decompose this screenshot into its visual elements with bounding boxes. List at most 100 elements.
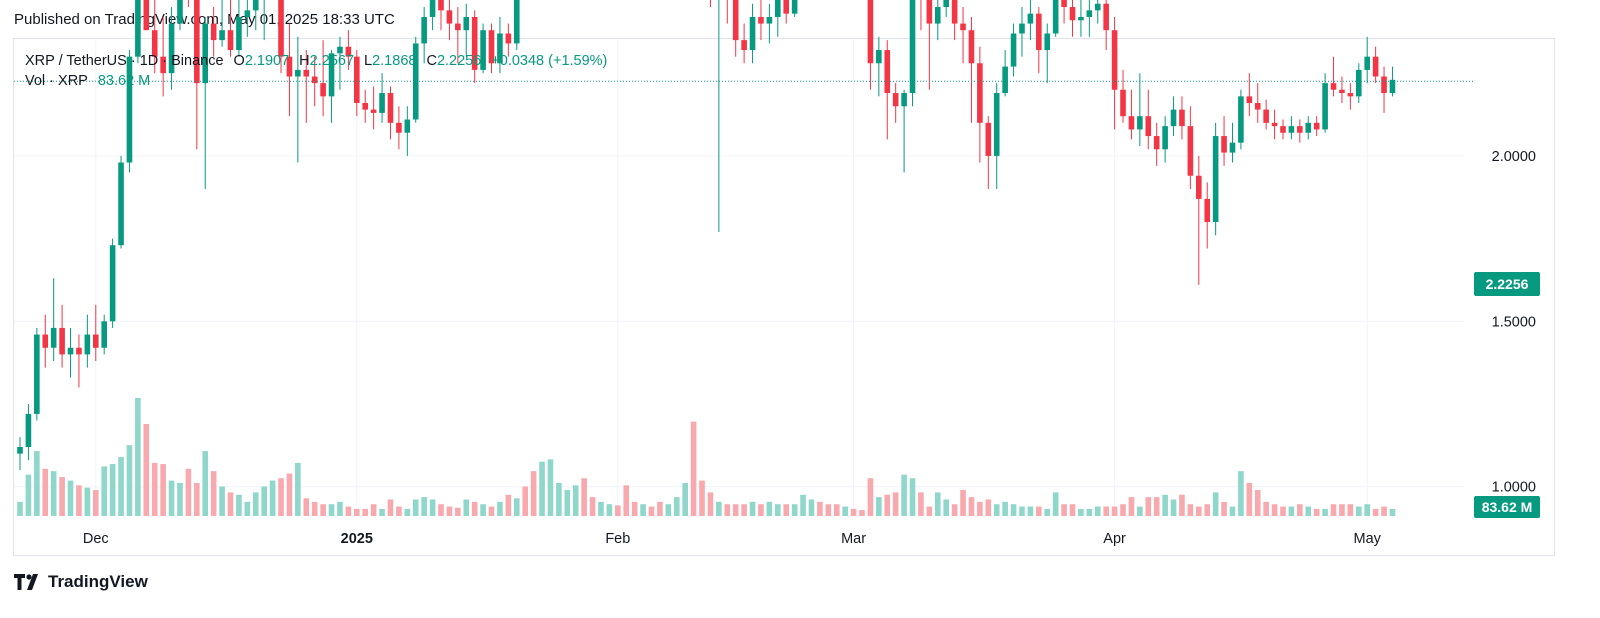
volume-bar	[833, 504, 840, 516]
volume-bar	[219, 486, 225, 516]
candle-body	[1078, 16, 1084, 21]
volume-bar	[892, 492, 899, 516]
candle-body	[311, 76, 318, 84]
candle-body	[1322, 83, 1328, 130]
volume-bar	[1364, 504, 1370, 516]
volume-bar	[269, 480, 276, 516]
candle-body	[1254, 102, 1261, 110]
candle-body	[1229, 142, 1236, 153]
volume-bar	[76, 485, 82, 516]
candle-body	[17, 447, 23, 454]
legend-symbol[interactable]: XRP / TetherUS · 1D · Binance	[25, 53, 224, 69]
candle-body	[59, 327, 65, 355]
legend-volume-label[interactable]: Vol · XRP	[25, 73, 88, 89]
candle-body	[362, 102, 369, 110]
volume-bar	[1111, 506, 1118, 516]
candle-body	[252, 0, 259, 11]
candle-body	[1212, 136, 1219, 223]
volume-bar	[631, 501, 638, 516]
volume-bar	[261, 486, 267, 516]
volume-bar	[1137, 506, 1143, 516]
tradingview-logo[interactable]: TradingView	[14, 572, 148, 592]
volume-bar	[1103, 506, 1109, 516]
volume-bar	[429, 499, 436, 516]
volume-bar	[387, 499, 394, 516]
volume-bar	[1187, 504, 1194, 516]
candle-body	[168, 23, 175, 74]
candle-body	[783, 0, 790, 14]
candle-body	[1271, 122, 1278, 127]
volume-bar	[328, 504, 335, 516]
candle-body	[1128, 116, 1135, 130]
chart-frame	[13, 38, 1555, 556]
y-tick-label: 1.0000	[1492, 480, 1536, 496]
volume-bar	[143, 423, 150, 516]
candle-body	[1196, 175, 1202, 199]
tradingview-logo-text: TradingView	[48, 572, 148, 591]
volume-bar	[505, 494, 512, 516]
candle-body	[92, 334, 99, 348]
volume-bar	[530, 471, 537, 516]
candle-body	[1330, 83, 1337, 90]
volume-bar	[1128, 497, 1135, 516]
volume-bar	[446, 506, 453, 516]
volume-bar	[1238, 471, 1244, 516]
legend-volume-value: 83.62 M	[97, 73, 151, 89]
candle-body	[934, 7, 941, 24]
volume-bar	[1094, 506, 1101, 516]
volume-bar	[1347, 504, 1354, 516]
volume-bar	[1078, 508, 1084, 516]
candle-body	[421, 16, 427, 44]
volume-bar	[1204, 504, 1211, 516]
volume-bar	[867, 478, 874, 516]
candle-body	[1305, 122, 1312, 133]
candle-body	[1061, 0, 1067, 8]
volume-bar	[1044, 508, 1051, 516]
volume-bar	[606, 504, 613, 516]
candle-body	[42, 334, 49, 348]
candle-body	[766, 16, 773, 24]
volume-bar	[471, 501, 478, 516]
volume-bar	[379, 508, 385, 516]
volume-bar	[67, 480, 74, 516]
candle-body	[219, 30, 225, 41]
candle-body	[791, 0, 798, 14]
candle-body	[867, 0, 874, 64]
volume-bar	[615, 505, 621, 516]
volume-bar	[741, 504, 747, 516]
candle-body	[236, 16, 242, 51]
volume-bar	[572, 485, 579, 516]
candle-body	[943, 0, 949, 8]
candle-body	[109, 245, 116, 322]
legend-change: +0.0348 (+1.59%)	[491, 53, 608, 69]
volume-bar	[539, 461, 545, 516]
volume-bar	[1145, 497, 1152, 516]
candle-body	[84, 334, 91, 355]
volume-bar	[337, 501, 343, 516]
candle-body	[387, 93, 394, 123]
candle-body	[1339, 89, 1345, 94]
legend-close: C2.2256	[426, 53, 482, 69]
volume-bar	[859, 510, 865, 516]
candle-body	[1288, 126, 1295, 133]
volume-bar	[640, 504, 646, 516]
volume-bar	[92, 490, 99, 516]
volume-bar	[438, 504, 444, 516]
volume-bar	[1036, 506, 1042, 516]
candle-body	[1364, 56, 1370, 70]
volume-bar	[118, 457, 124, 516]
candle-body	[379, 93, 385, 113]
candle-body	[1347, 93, 1354, 97]
candle-body	[1238, 96, 1244, 143]
volume-bar	[690, 421, 697, 516]
candle-body	[1389, 79, 1396, 94]
volume-bar	[547, 459, 554, 516]
volume-bar	[598, 501, 604, 516]
candle-body	[1069, 7, 1076, 21]
candle-body	[1170, 109, 1177, 127]
volume-bar	[1002, 501, 1008, 516]
candle-body	[1280, 126, 1286, 133]
candle-body	[446, 10, 453, 24]
volume-bar	[236, 494, 242, 516]
